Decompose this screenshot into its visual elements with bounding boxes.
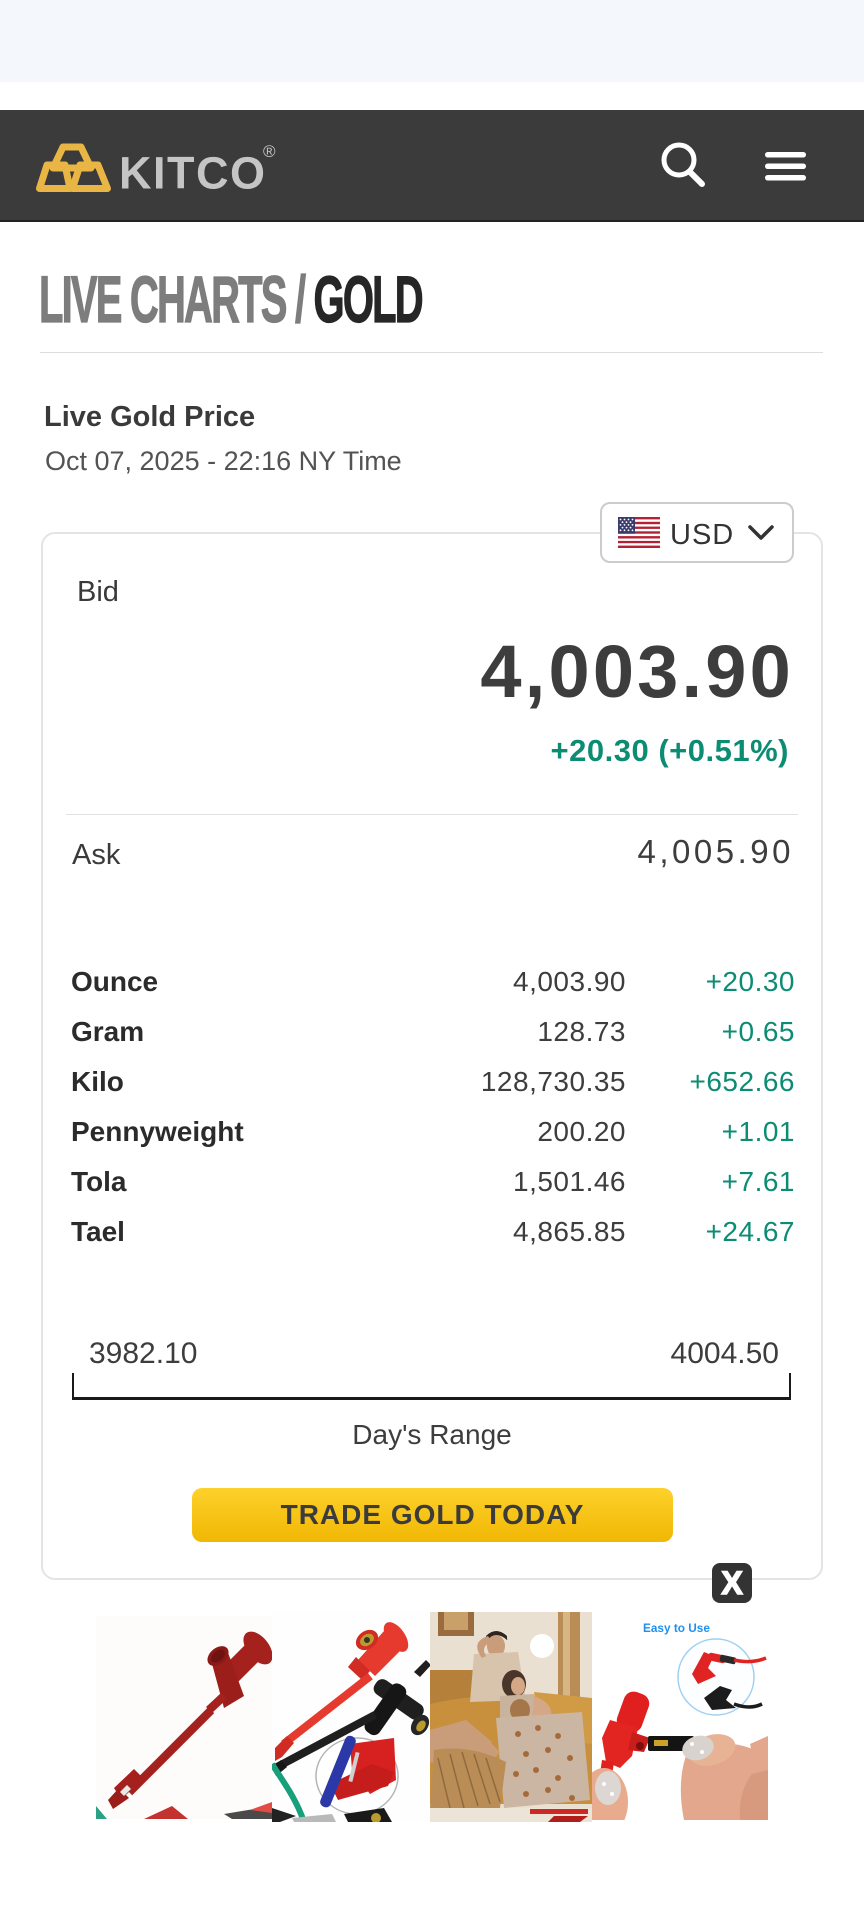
svg-text:®: ®: [263, 142, 276, 161]
svg-text:KITCO: KITCO: [119, 148, 267, 197]
svg-text:Easy to Use: Easy to Use: [643, 1621, 710, 1635]
